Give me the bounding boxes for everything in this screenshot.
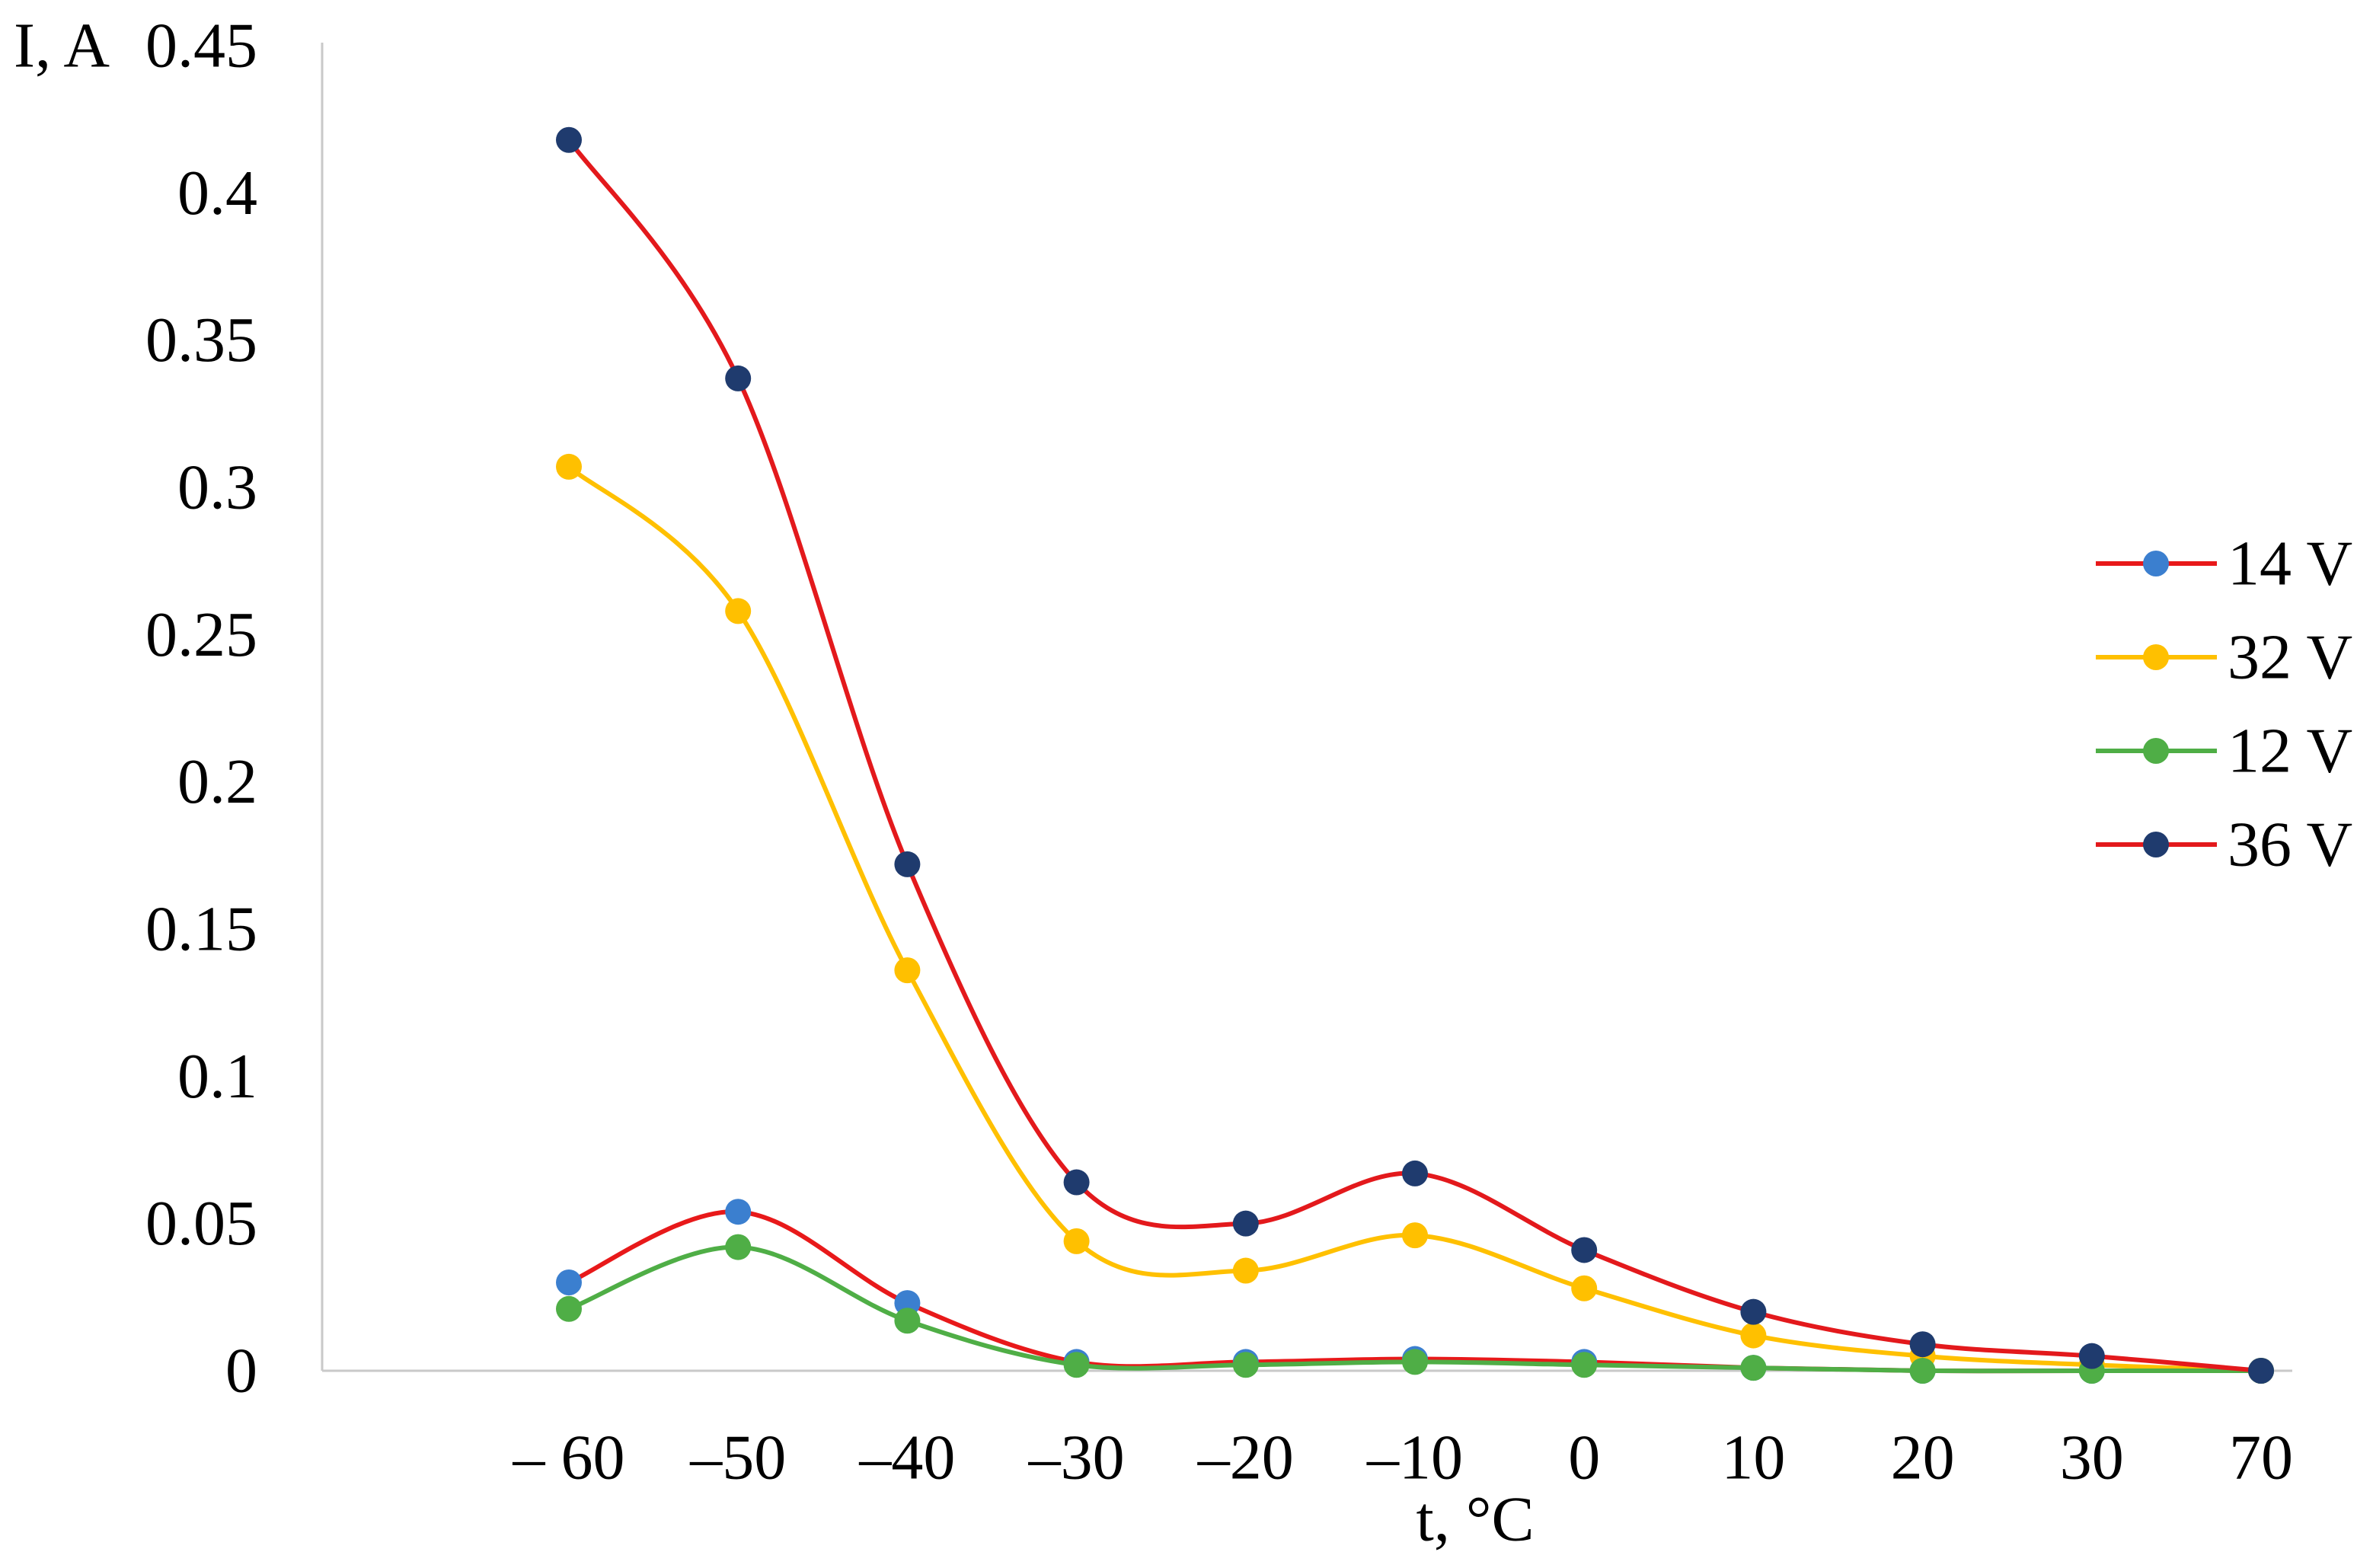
x-tick-label: 10 xyxy=(1721,1423,1785,1493)
data-point-14-v-0 xyxy=(556,1269,582,1295)
legend-label-32-v: 32 V xyxy=(2228,622,2352,693)
data-point-36-v-8 xyxy=(1909,1331,1936,1358)
y-tick-label: 0.2 xyxy=(177,746,257,817)
y-tick-label: 0.3 xyxy=(177,452,257,523)
legend-item-14-v: 14 V xyxy=(2096,529,2352,599)
x-tick-label: –10 xyxy=(1366,1423,1463,1493)
data-point-12-v-6 xyxy=(1571,1352,1598,1378)
legend-item-32-v: 32 V xyxy=(2096,622,2352,693)
data-point-36-v-1 xyxy=(725,365,752,391)
y-tick-label: 0.4 xyxy=(177,158,257,228)
data-point-36-v-9 xyxy=(2078,1343,2105,1369)
y-tick-label: 0.45 xyxy=(145,11,257,81)
data-point-12-v-3 xyxy=(1063,1352,1090,1378)
x-tick-label: – 60 xyxy=(513,1423,625,1493)
x-tick-label: –40 xyxy=(858,1423,955,1493)
data-point-12-v-8 xyxy=(1909,1358,1936,1384)
x-tick-labels: – 60 –50 –40 –30 –20 –10 0 10 20 30 70 xyxy=(513,1423,2294,1493)
series-36-v xyxy=(556,126,2274,1384)
data-point-36-v-2 xyxy=(894,851,921,877)
data-point-32-v-4 xyxy=(1232,1257,1259,1284)
x-tick-label: –20 xyxy=(1197,1423,1294,1493)
data-point-32-v-7 xyxy=(1740,1322,1767,1349)
legend-marker-12-v xyxy=(2143,738,2169,764)
data-point-32-v-6 xyxy=(1571,1275,1598,1301)
y-tick-label: 0.25 xyxy=(145,599,257,670)
data-point-12-v-2 xyxy=(894,1308,921,1334)
legend-item-12-v: 12 V xyxy=(2096,716,2352,787)
data-point-32-v-3 xyxy=(1063,1228,1090,1254)
y-tick-labels: 0 0.05 0.1 0.15 0.2 0.25 0.3 0.35 0.4 0.45 xyxy=(145,11,257,1407)
data-point-12-v-7 xyxy=(1740,1355,1767,1381)
series-layer xyxy=(556,126,2274,1384)
data-point-32-v-1 xyxy=(725,598,752,624)
data-point-36-v-3 xyxy=(1063,1169,1090,1196)
data-point-32-v-0 xyxy=(556,453,582,480)
data-point-12-v-4 xyxy=(1232,1352,1259,1378)
x-tick-label: 70 xyxy=(2229,1423,2293,1493)
data-point-36-v-7 xyxy=(1740,1298,1767,1325)
x-tick-label: 0 xyxy=(1568,1423,1600,1493)
legend-marker-32-v xyxy=(2143,644,2169,670)
x-tick-label: 30 xyxy=(2060,1423,2124,1493)
data-point-36-v-5 xyxy=(1402,1160,1428,1186)
legend: 14 V 32 V 12 V 36 V xyxy=(2096,529,2352,880)
y-tick-label: 0 xyxy=(225,1336,257,1407)
legend-label-14-v: 14 V xyxy=(2228,529,2352,599)
data-point-36-v-10 xyxy=(2248,1358,2274,1384)
y-tick-label: 0.15 xyxy=(145,894,257,965)
data-point-32-v-2 xyxy=(894,957,921,984)
legend-label-12-v: 12 V xyxy=(2228,716,2352,787)
x-tick-label: –30 xyxy=(1028,1423,1125,1493)
data-point-36-v-0 xyxy=(556,126,582,153)
y-tick-label: 0.05 xyxy=(145,1188,257,1259)
series-12-v xyxy=(556,1234,2274,1384)
legend-label-36-v: 36 V xyxy=(2228,810,2352,880)
data-point-14-v-1 xyxy=(725,1199,752,1225)
y-tick-label: 0.1 xyxy=(177,1041,257,1112)
data-point-12-v-1 xyxy=(725,1234,752,1260)
data-point-36-v-6 xyxy=(1571,1237,1598,1263)
legend-marker-14-v xyxy=(2143,551,2169,576)
legend-marker-36-v xyxy=(2143,832,2169,857)
data-point-32-v-5 xyxy=(1402,1222,1428,1249)
data-point-12-v-0 xyxy=(556,1295,582,1322)
legend-item-36-v: 36 V xyxy=(2096,810,2352,880)
data-point-12-v-5 xyxy=(1402,1349,1428,1375)
x-axis-title: t, °C xyxy=(1416,1484,1535,1555)
x-tick-label: 20 xyxy=(1891,1423,1955,1493)
series-line-32-v xyxy=(567,464,2263,1373)
y-axis-title: I, A xyxy=(14,11,110,81)
y-tick-label: 0.35 xyxy=(145,305,257,375)
x-tick-label: –50 xyxy=(689,1423,786,1493)
data-point-36-v-4 xyxy=(1232,1210,1259,1237)
